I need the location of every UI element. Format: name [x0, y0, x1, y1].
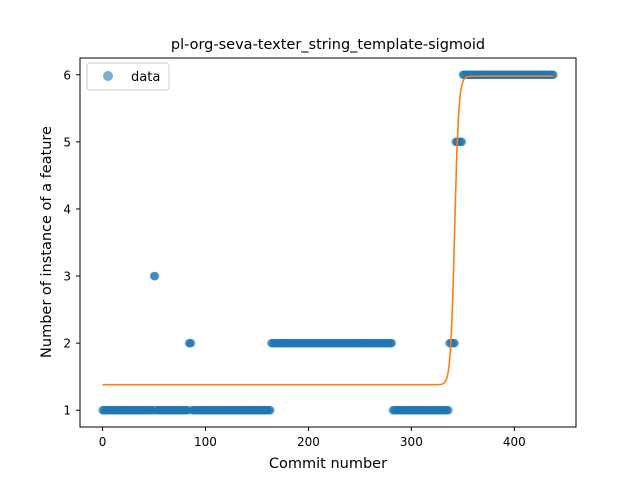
legend-label-data: data [131, 70, 160, 85]
legend-marker-data [103, 71, 113, 81]
x-tick-label: 100 [194, 435, 217, 449]
chart-title: pl-org-seva-texter_string_template-sigmo… [171, 37, 485, 53]
plot-frame [79, 57, 577, 428]
y-tick-label: 1 [63, 404, 71, 418]
data-point [457, 137, 467, 147]
data-point [266, 405, 275, 415]
y-tick-label: 4 [63, 202, 71, 216]
x-tick-label: 200 [297, 435, 320, 449]
data-point [150, 271, 160, 281]
axes-layer: 0 100 200 300 400 1 2 3 4 5 6 [63, 57, 577, 449]
y-tick-label: 5 [63, 135, 71, 149]
data-point [387, 338, 397, 348]
x-tick-label: 400 [503, 435, 526, 449]
y-tick-label: 3 [63, 270, 71, 284]
data-layer [98, 70, 558, 415]
y-tick-label: 6 [63, 68, 71, 82]
x-tick-label: 0 [99, 435, 107, 449]
x-axis-label: Commit number [269, 456, 387, 472]
data-point [444, 405, 453, 415]
legend-box [86, 62, 170, 91]
data-point [186, 338, 196, 348]
fit-line [102, 75, 554, 386]
x-tick-label: 300 [400, 435, 423, 449]
y-tick-label: 2 [63, 337, 71, 351]
legend: data [86, 62, 170, 91]
data-point [450, 338, 459, 348]
y-axis-label: Number of instance of a feature [39, 126, 55, 358]
data-point [549, 70, 558, 80]
